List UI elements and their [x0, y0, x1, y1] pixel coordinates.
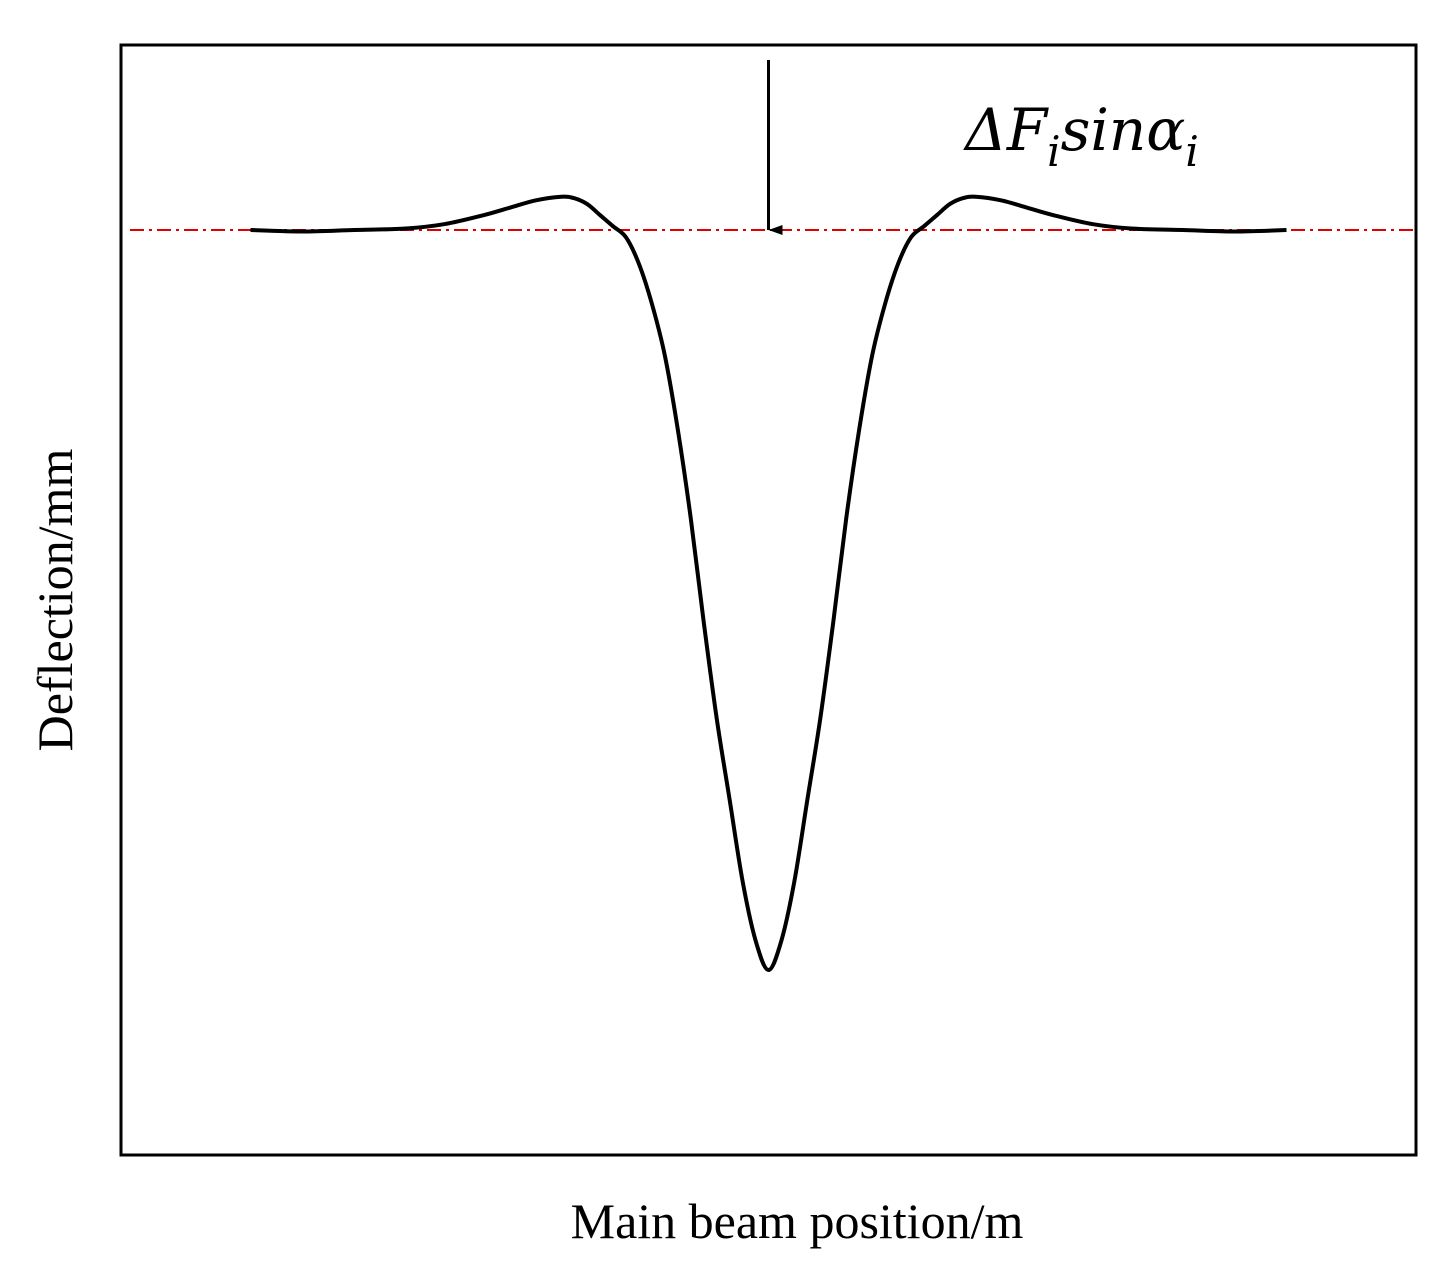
y-axis-label: Deflection/mm — [27, 449, 83, 752]
annotation-part: ΔF — [963, 96, 1049, 164]
plot-frame — [119, 43, 1418, 1157]
x-axis-label: Main beam position/m — [571, 1193, 1024, 1249]
annotation-sub: i — [1047, 127, 1060, 176]
annotation: ΔFisinαi — [963, 96, 1199, 176]
annotation-part: sinα — [1061, 96, 1186, 164]
annotation-sub: i — [1185, 127, 1198, 176]
deflection-curve — [250, 194, 1287, 972]
